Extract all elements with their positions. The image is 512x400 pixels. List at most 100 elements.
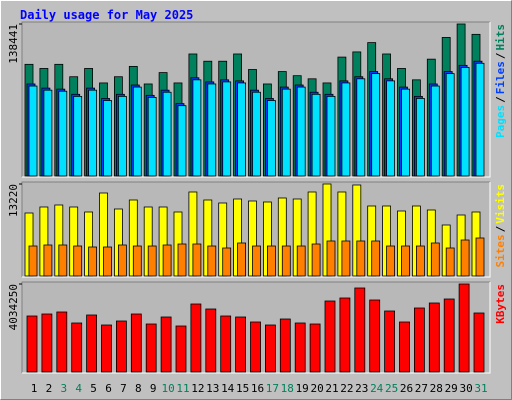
x-tick-label: 30 xyxy=(459,382,472,395)
x-tick-label: 26 xyxy=(400,382,413,395)
bar xyxy=(26,315,38,373)
bar xyxy=(445,73,455,177)
bar xyxy=(264,324,276,373)
x-tick-label: 20 xyxy=(310,382,323,395)
bar xyxy=(281,245,291,277)
bar xyxy=(130,313,142,373)
bar xyxy=(443,298,455,373)
legend-separator: / xyxy=(494,52,507,59)
bar xyxy=(205,308,217,373)
legend: Pages/Files/Hits xyxy=(494,24,507,138)
bar xyxy=(430,242,440,277)
bar xyxy=(56,311,68,373)
bar xyxy=(294,322,306,373)
x-tick-label: 21 xyxy=(325,382,338,395)
legend-entry: Sites xyxy=(494,234,507,267)
bar xyxy=(207,245,217,277)
bar xyxy=(460,67,470,177)
bar xyxy=(428,302,440,373)
bar xyxy=(192,79,202,177)
panel-bevel-light xyxy=(22,22,491,178)
x-tick-label: 31 xyxy=(474,382,487,395)
x-tick-label: 17 xyxy=(266,382,279,395)
x-tick-label: 19 xyxy=(296,382,309,395)
bar xyxy=(220,315,232,373)
bar xyxy=(413,307,425,373)
bar xyxy=(86,314,97,373)
x-tick-label: 9 xyxy=(150,382,157,395)
bar xyxy=(401,245,410,277)
chart-title: Daily usage for May 2025 xyxy=(20,8,193,22)
x-tick-label: 8 xyxy=(135,382,142,395)
bar xyxy=(252,245,261,277)
bar xyxy=(326,95,336,177)
x-tick-label: 28 xyxy=(430,382,443,395)
bar xyxy=(386,245,396,277)
panel-bevel-dark xyxy=(21,21,490,177)
panel-bevel-dark xyxy=(21,181,490,277)
bar xyxy=(162,244,172,277)
bar xyxy=(43,89,53,177)
legend-separator: / xyxy=(494,96,507,103)
bar xyxy=(311,93,321,177)
bar xyxy=(160,316,172,373)
bar xyxy=(118,244,127,277)
legend-entry: KBytes xyxy=(494,284,507,324)
bar xyxy=(252,91,261,177)
bar xyxy=(103,246,112,277)
bar xyxy=(41,313,53,373)
bar xyxy=(266,245,276,277)
legend-entry: Visits xyxy=(494,184,507,224)
bar xyxy=(103,100,112,177)
legend-entry: Files xyxy=(494,61,507,94)
legend-entry: Hits xyxy=(494,24,507,51)
bar xyxy=(132,86,142,177)
bar xyxy=(250,321,261,373)
x-tick-label: 11 xyxy=(176,382,189,395)
bar xyxy=(369,299,381,373)
bar xyxy=(356,78,366,177)
x-tick-label: 27 xyxy=(415,382,428,395)
bar xyxy=(73,95,83,177)
x-tick-label: 23 xyxy=(355,382,368,395)
bar xyxy=(237,242,247,277)
legend-entry: Pages xyxy=(494,105,507,138)
x-tick-label: 7 xyxy=(120,382,127,395)
x-tick-label: 16 xyxy=(251,382,264,395)
bar xyxy=(58,90,68,177)
bar xyxy=(222,81,232,177)
bar xyxy=(101,324,112,373)
x-tick-label: 29 xyxy=(445,382,458,395)
bar xyxy=(88,246,97,277)
bar xyxy=(296,245,306,277)
bar xyxy=(43,244,53,277)
bar xyxy=(237,82,247,177)
bar xyxy=(339,297,351,373)
bar xyxy=(58,244,68,277)
bar xyxy=(266,100,276,177)
bar xyxy=(279,318,291,373)
bar xyxy=(116,320,127,373)
x-tick-label: 14 xyxy=(221,382,235,395)
x-tick-label: 12 xyxy=(191,382,204,395)
bar xyxy=(88,89,97,177)
x-tick-label: 3 xyxy=(60,382,67,395)
bar xyxy=(192,243,202,277)
bar xyxy=(460,239,470,277)
bar xyxy=(147,97,157,177)
x-tick-label: 4 xyxy=(75,382,82,395)
bar xyxy=(28,245,38,277)
bar xyxy=(207,83,217,177)
panel-bevel-light xyxy=(22,282,491,374)
y-tick-label: 13220 xyxy=(7,184,20,217)
bar xyxy=(354,287,366,373)
x-tick-label: 1 xyxy=(31,382,38,395)
x-tick-label: 10 xyxy=(161,382,174,395)
bar xyxy=(475,62,485,177)
bar xyxy=(430,85,440,177)
bar xyxy=(445,247,455,277)
x-tick-label: 5 xyxy=(90,382,97,395)
bar xyxy=(175,325,187,373)
